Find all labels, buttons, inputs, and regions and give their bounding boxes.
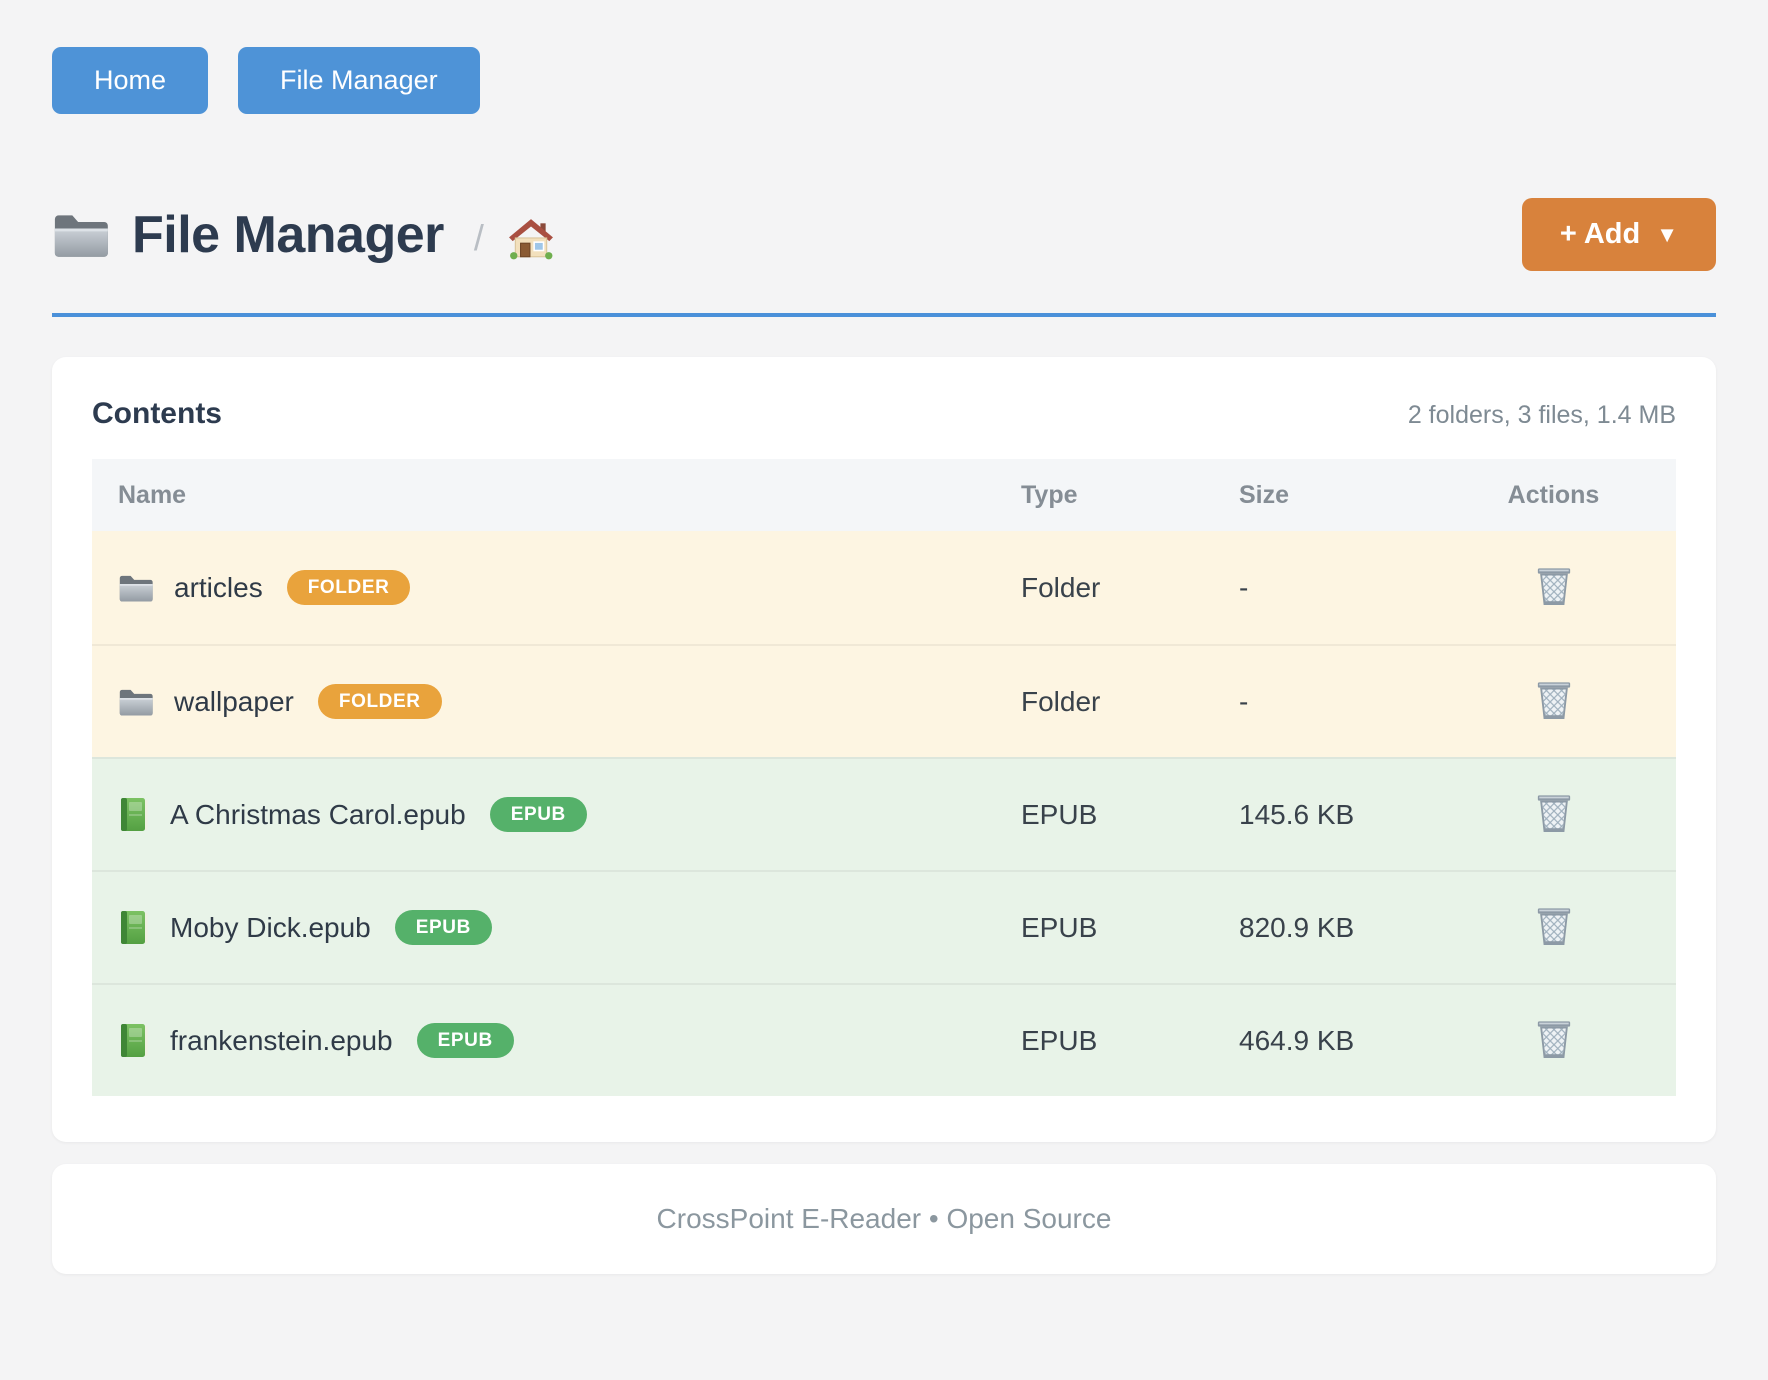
add-button-label: + Add bbox=[1559, 218, 1641, 250]
folder-icon bbox=[118, 686, 154, 718]
column-header-type: Type bbox=[1021, 480, 1078, 509]
contents-summary: 2 folders, 3 files, 1.4 MB bbox=[1407, 401, 1676, 429]
footer-text: CrossPoint E-Reader • Open Source bbox=[656, 1203, 1112, 1234]
file-name-link[interactable]: articles bbox=[174, 571, 263, 603]
table-header: Name Type Size Actions bbox=[92, 459, 1676, 531]
home-house-icon[interactable] bbox=[508, 218, 554, 260]
folder-icon bbox=[52, 210, 110, 260]
contents-title: Contents bbox=[92, 397, 222, 430]
size-cell: - bbox=[1239, 685, 1249, 717]
trash-icon bbox=[1535, 679, 1573, 721]
add-button[interactable]: + Add ▼ bbox=[1521, 198, 1716, 271]
epub-badge: EPUB bbox=[394, 910, 492, 945]
type-cell: Folder bbox=[1021, 571, 1101, 603]
delete-button[interactable] bbox=[1531, 675, 1577, 725]
footer: CrossPoint E-Reader • Open Source bbox=[52, 1164, 1716, 1274]
epub-badge: EPUB bbox=[416, 1023, 514, 1058]
delete-button[interactable] bbox=[1531, 561, 1577, 611]
column-header-size: Size bbox=[1239, 480, 1290, 509]
green-book-icon bbox=[118, 797, 150, 833]
title-divider bbox=[52, 313, 1716, 317]
size-cell: 820.9 KB bbox=[1239, 911, 1355, 943]
size-cell: 464.9 KB bbox=[1239, 1024, 1355, 1056]
size-cell: - bbox=[1239, 571, 1249, 603]
breadcrumb-separator: / bbox=[473, 216, 484, 258]
type-cell: Folder bbox=[1021, 685, 1101, 717]
delete-button[interactable] bbox=[1531, 788, 1577, 838]
row-articles[interactable]: articles FOLDER Folder - bbox=[92, 531, 1676, 644]
page-header: File Manager / + Add ▼ bbox=[52, 198, 1716, 271]
folder-badge: FOLDER bbox=[317, 684, 442, 719]
type-cell: EPUB bbox=[1021, 798, 1098, 830]
trash-icon bbox=[1535, 565, 1573, 607]
folder-badge: FOLDER bbox=[286, 570, 411, 605]
type-cell: EPUB bbox=[1021, 911, 1098, 943]
epub-badge: EPUB bbox=[489, 797, 587, 832]
file-name-link[interactable]: frankenstein.epub bbox=[170, 1024, 393, 1056]
folder-icon bbox=[118, 572, 154, 604]
row-a-christmas-carol[interactable]: A Christmas Carol.epub EPUB EPUB 145.6 K… bbox=[92, 757, 1676, 870]
type-cell: EPUB bbox=[1021, 1024, 1098, 1056]
row-moby-dick[interactable]: Moby Dick.epub EPUB EPUB 820.9 KB bbox=[92, 870, 1676, 983]
file-table: Name Type Size Actions articles FOLDER F… bbox=[92, 459, 1676, 1096]
size-cell: 145.6 KB bbox=[1239, 798, 1355, 830]
trash-icon bbox=[1535, 905, 1573, 947]
column-header-actions: Actions bbox=[1507, 480, 1600, 509]
green-book-icon bbox=[118, 1023, 150, 1059]
chevron-down-icon: ▼ bbox=[1656, 221, 1678, 247]
file-name-link[interactable]: wallpaper bbox=[174, 685, 294, 717]
file-name-link[interactable]: A Christmas Carol.epub bbox=[170, 798, 466, 830]
green-book-icon bbox=[118, 910, 150, 946]
file-manager-button[interactable]: File Manager bbox=[238, 47, 480, 114]
delete-button[interactable] bbox=[1531, 901, 1577, 951]
trash-icon bbox=[1535, 1018, 1573, 1060]
home-button[interactable]: Home bbox=[52, 47, 209, 114]
trash-icon bbox=[1535, 792, 1573, 834]
column-header-name: Name bbox=[118, 480, 187, 509]
page-title: File Manager bbox=[132, 205, 444, 264]
contents-card: Contents 2 folders, 3 files, 1.4 MB Name… bbox=[52, 357, 1716, 1142]
row-wallpaper[interactable]: wallpaper FOLDER Folder - bbox=[92, 644, 1676, 757]
top-nav: Home File Manager bbox=[52, 47, 1716, 114]
delete-button[interactable] bbox=[1531, 1014, 1577, 1064]
file-name-link[interactable]: Moby Dick.epub bbox=[170, 911, 371, 943]
row-frankenstein[interactable]: frankenstein.epub EPUB EPUB 464.9 KB bbox=[92, 983, 1676, 1096]
page: Home File Manager File Manager / + Add ▼… bbox=[52, 47, 1716, 1274]
